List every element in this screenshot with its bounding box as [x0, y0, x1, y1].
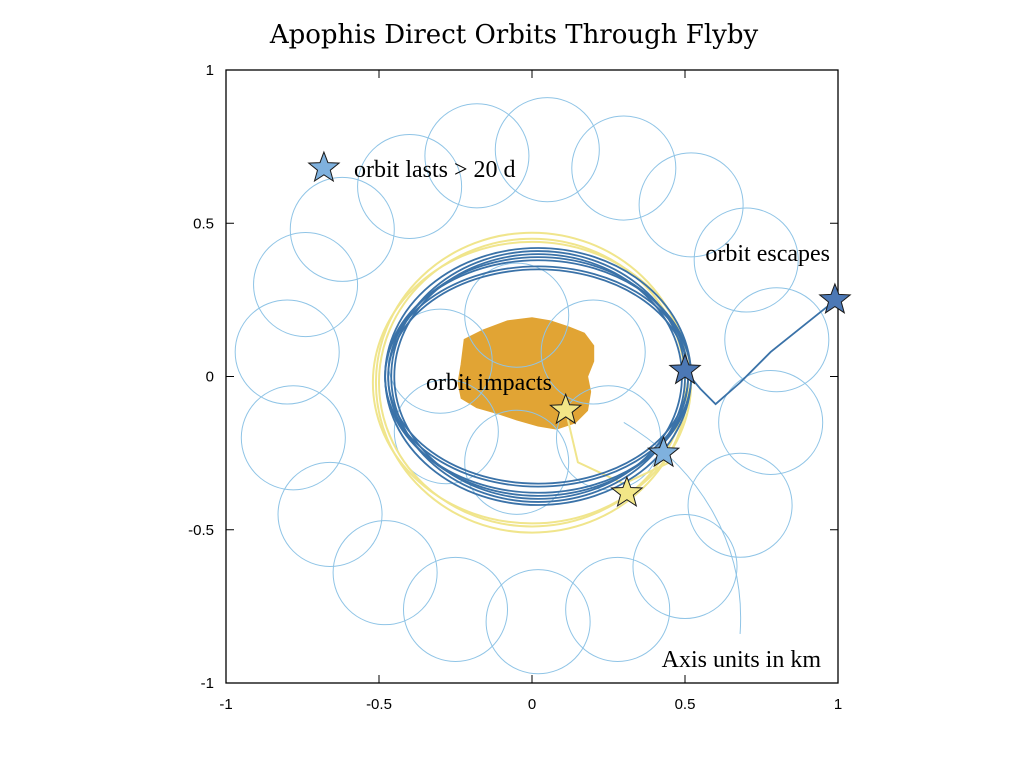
marker-orbit-escapes [818, 282, 852, 314]
axis-ticks: -1 -0.5 0 0.5 1 -1 -0.5 0 0.5 1 [188, 62, 842, 713]
x-tick-label: 0 [528, 696, 536, 713]
orbit-lasts-loop [718, 369, 824, 475]
orbit-lasts-loop [494, 97, 600, 203]
orbit-lasts-loop [332, 520, 438, 626]
annotation-orbit-escapes: orbit escapes [705, 241, 830, 267]
orbit-lasts-loop [234, 299, 340, 405]
x-tick-label: 1 [834, 696, 842, 713]
orbit-lasts-loop [464, 409, 570, 515]
y-tick-label: -1 [201, 675, 214, 692]
orbit-lasts-loop [565, 556, 671, 662]
orbit-lasts-loop [638, 152, 744, 258]
orbit-lasts-loop [393, 379, 499, 485]
annotation-orbit-lasts: orbit lasts > 20 d [354, 157, 516, 183]
marker-orbit-impacts [610, 475, 644, 508]
orbit-lasts-loop [693, 207, 799, 313]
orbit-lasts-loop [424, 103, 530, 209]
annotation-orbit-impacts: orbit impacts [426, 370, 552, 396]
orbit-lasts-loop [464, 262, 570, 368]
y-tick-label: 0.5 [193, 215, 214, 232]
y-tick-label: 0 [206, 369, 214, 386]
x-tick-label: -0.5 [366, 696, 392, 713]
chart-title: Apophis Direct Orbits Through Flyby [269, 20, 759, 50]
orbit-lasts-loop [485, 569, 591, 675]
orbit-lasts-loop [540, 299, 646, 405]
orbit-lasts-loop [277, 461, 383, 567]
markers [307, 150, 852, 508]
x-tick-label: -1 [219, 696, 232, 713]
annotation-axis-units: Axis units in km [662, 647, 822, 673]
orbit-lasts-loop [289, 176, 395, 282]
orbit-lasts-loop [357, 133, 463, 239]
orbit-lasts-loop [571, 115, 677, 221]
legend-lasts: orbit lasts > 20 d [354, 157, 516, 183]
orbit-lasts-loop [253, 232, 359, 338]
x-tick-label: 0.5 [675, 696, 696, 713]
marker-orbit-impacts [549, 392, 583, 425]
y-tick-label: -0.5 [188, 522, 214, 539]
y-tick-label: 1 [206, 62, 214, 79]
orbit-lasts-loop [724, 287, 830, 393]
orbit-lasts-loop [632, 514, 738, 620]
orbit-lasts-tail [623, 422, 742, 634]
orbit-lasts-loop [687, 452, 793, 558]
orbit-lasts-loop [402, 556, 509, 662]
marker-orbit-lasts [647, 435, 681, 468]
orbit-escapes-path [684, 302, 833, 406]
asteroid-shape [457, 317, 595, 430]
marker-orbit-escapes [668, 352, 702, 385]
legend-star-lasts [307, 150, 341, 183]
orbit-lasts-loop [240, 385, 346, 491]
